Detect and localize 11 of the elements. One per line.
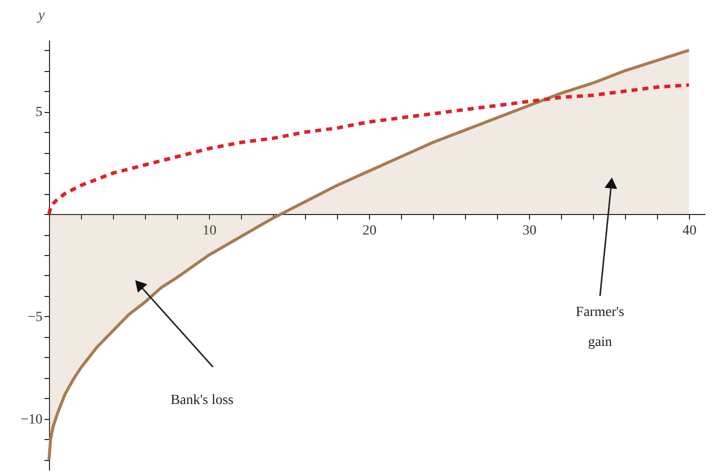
x-tick-label: 40: [682, 224, 696, 239]
annotation: Bank's loss: [170, 393, 234, 408]
y-tick-label: 5: [36, 105, 42, 120]
y-axis-title: y: [36, 8, 46, 24]
x-tick-label: 30: [522, 224, 536, 239]
x-tick-label: 20: [362, 224, 376, 239]
y-tick-label: −5: [28, 310, 42, 325]
x-tick-label: 10: [202, 224, 216, 239]
y-tick-label: −10: [20, 412, 42, 428]
line-series: [47, 83, 691, 216]
annotation: Farmer's gain: [576, 305, 624, 350]
